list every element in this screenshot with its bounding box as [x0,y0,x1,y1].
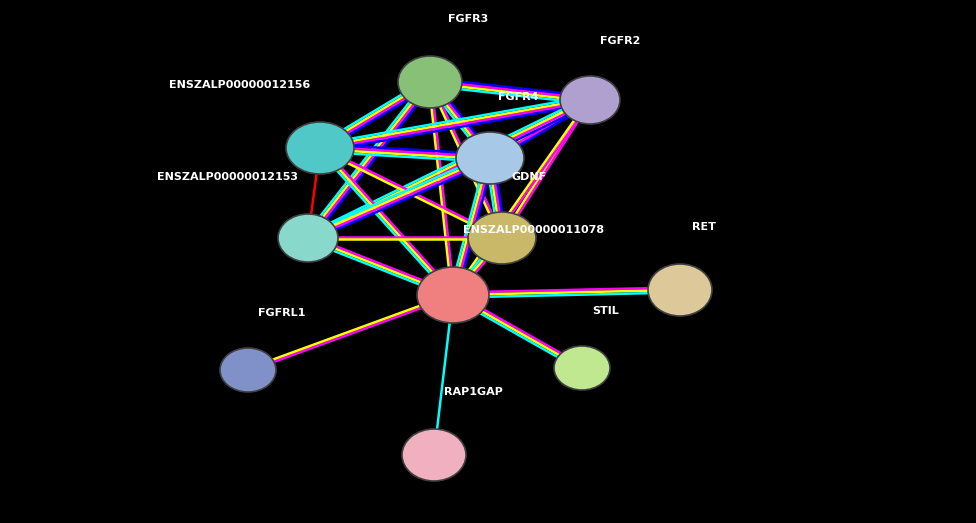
Text: ENSZALP00000012156: ENSZALP00000012156 [169,80,310,90]
Text: RAP1GAP: RAP1GAP [444,387,503,397]
Ellipse shape [456,132,524,184]
Ellipse shape [398,56,462,108]
Ellipse shape [286,122,354,174]
Ellipse shape [417,267,489,323]
Text: RET: RET [692,222,715,232]
Text: STIL: STIL [592,306,619,316]
Ellipse shape [278,214,338,262]
Text: FGFR4: FGFR4 [498,92,539,102]
Text: ENSZALP00000012153: ENSZALP00000012153 [157,172,298,182]
Ellipse shape [468,212,536,264]
Text: FGFR3: FGFR3 [448,14,488,24]
Ellipse shape [554,346,610,390]
Text: ENSZALP00000011078: ENSZALP00000011078 [463,225,604,235]
Ellipse shape [648,264,712,316]
Ellipse shape [220,348,276,392]
Text: GDNF: GDNF [512,172,548,182]
Ellipse shape [560,76,620,124]
Text: FGFR2: FGFR2 [600,36,640,46]
Ellipse shape [402,429,466,481]
Text: FGFRL1: FGFRL1 [258,308,305,318]
